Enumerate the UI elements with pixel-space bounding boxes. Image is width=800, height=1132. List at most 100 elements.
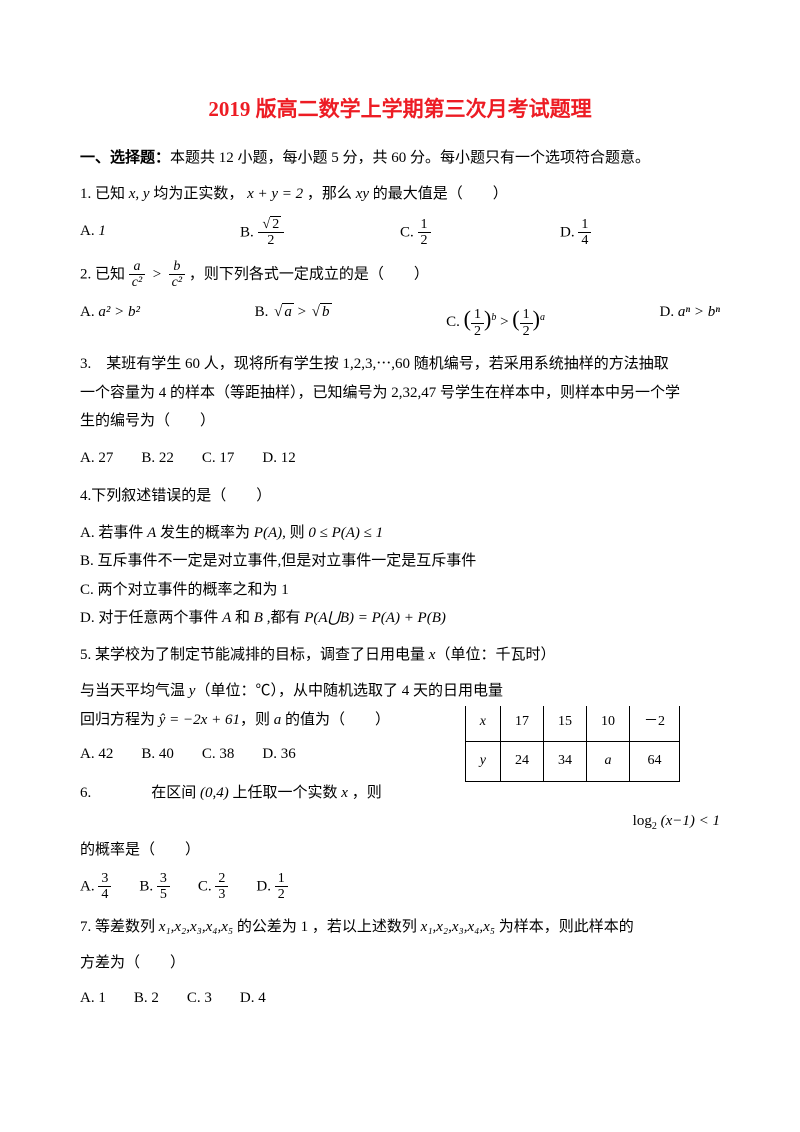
q4-opt-b: B. 互斥事件不一定是对立事件,但是对立事件一定是互斥事件 [80, 547, 720, 576]
q1-stem-b: 均为正实数， [153, 186, 243, 202]
q6-cd: 3 [215, 887, 228, 902]
question-5-l1: 5. 某学校为了制定节能减排的目标，调查了日用电量 x（单位：千瓦时） [80, 641, 720, 670]
q6-c: ，则 [348, 785, 382, 801]
q4-opt-a: A. 若事件 A 发生的概率为 P(A), 则 0 ≤ P(A) ≤ 1 [80, 519, 720, 548]
page-title: 2019 版高二数学上学期第三次月考试题理 [80, 90, 720, 130]
question-5-l2: 与当天平均气温 y（单位：℃），从中随机选取了 4 天的日用电量 [80, 677, 720, 706]
q1-opt-d: D. 14 [560, 217, 720, 249]
q7-d-val: 4 [258, 990, 266, 1006]
q3-opt-b: B. 22 [141, 444, 174, 473]
q3-opt-c: C. 17 [202, 444, 235, 473]
q6-log: log [633, 813, 652, 829]
q4-a-b: , 则 [282, 525, 308, 541]
q5-opt-b: B. 40 [141, 740, 174, 769]
q6-int: (0,4) [200, 785, 229, 801]
q1-c-num: 1 [418, 217, 431, 233]
section-label: 一、选择题： [80, 150, 170, 166]
q5-eq: ŷ = −2x + 61 [159, 712, 240, 728]
q6-ad: 4 [98, 887, 111, 902]
q2-ln: a [129, 259, 145, 275]
question-7-l2: 方差为（ ） [80, 949, 720, 978]
q1-stem-d: 的最大值是（ ） [373, 186, 508, 202]
q6-dn: 1 [275, 871, 288, 887]
q6-b: 上任取一个实数 [229, 785, 342, 801]
cell: x [465, 706, 500, 742]
q4-d-B: B [254, 610, 263, 626]
q4-a-ev: A [147, 525, 156, 541]
q2-opt-d: D. aⁿ > bⁿ [660, 298, 720, 340]
q2-ld: c² [129, 275, 145, 290]
q1-stem-c: ，那么 [307, 186, 352, 202]
q1-eq: x + y = 2 [247, 186, 303, 202]
q7-c-val: 3 [204, 990, 212, 1006]
q5-d-val: 36 [281, 746, 296, 762]
q4-opt-c: C. 两个对立事件的概率之和为 1 [80, 576, 720, 605]
section-heading: 一、选择题：本题共 12 小题，每小题 5 分，共 60 分。每小题只有一个选项… [80, 144, 720, 173]
q6-bn: 3 [157, 871, 170, 887]
q4-a-a: A. 若事件 [80, 525, 147, 541]
q5-l3a: 回归方程为 [80, 712, 159, 728]
q2-stem-a: 2. 已知 [80, 266, 125, 282]
q5-c-val: 38 [219, 746, 234, 762]
q7-seq: x₁,x₂,x₃,x₄,x₅ [159, 919, 233, 935]
q5-opt-c: C. 38 [202, 740, 235, 769]
q7-opt-b: B. 2 [134, 984, 159, 1013]
q5-options: A. 42 B. 40 C. 38 D. 36 [80, 740, 453, 769]
q1-opt-b: B. 22 [240, 217, 400, 249]
q1-a-val: 1 [98, 223, 106, 239]
q1-opt-a: A. 1 [80, 217, 240, 249]
q6-options: A. 34 B. 35 C. 23 D. 12 [80, 871, 720, 903]
q2-b-r: b [320, 303, 332, 320]
question-2: 2. 已知 ac² > bc² ，则下列各式一定成立的是（ ） [80, 259, 720, 291]
q7-seq2: x₁,x₂,x₃,x₄,x₅ [421, 919, 495, 935]
q5-opt-d: D. 36 [262, 740, 295, 769]
q2-stem-b: ，则下列各式一定成立的是（ ） [189, 266, 429, 282]
question-4: 4.下列叙述错误的是（ ） [80, 482, 720, 511]
q6-bd: 5 [157, 887, 170, 902]
q4-d-A: A [222, 610, 231, 626]
q1-d-den: 4 [578, 233, 591, 248]
q6-x: x [341, 785, 348, 801]
cell: 34 [544, 742, 587, 782]
q5-l2a: 与当天平均气温 [80, 683, 189, 699]
q4-opt-d: D. 对于任意两个事件 A 和 B ,都有 P(A⋃B) = P(A) + P(… [80, 604, 720, 633]
q1-c-den: 2 [418, 233, 431, 248]
q5-l2b: （单位：℃），从中随机选取了 4 天的日用电量 [195, 683, 503, 699]
q4-d-eq: P(A⋃B) = P(A) + P(B) [304, 610, 446, 626]
cell: 17 [501, 706, 544, 742]
q6-sub: 2 [652, 821, 657, 832]
cell: 24 [501, 742, 544, 782]
q3-b: 22 [159, 450, 174, 466]
cell: 10 [587, 706, 630, 742]
cell: a [587, 742, 630, 782]
q4-a-mid: 发生的概率为 [156, 525, 254, 541]
q4-d-a: D. 对于任意两个事件 [80, 610, 222, 626]
q2-c-r: a [540, 312, 545, 323]
q6-an: 3 [98, 871, 111, 887]
q5-opt-a: A. 42 [80, 740, 113, 769]
q6-tail: log2 (x−1) < 1 [633, 807, 720, 836]
q6-cn: 2 [215, 871, 228, 887]
table-row: y 24 34 a 64 [465, 742, 679, 782]
q3-opt-a: A. 27 [80, 444, 113, 473]
q3-opt-d: D. 12 [262, 444, 295, 473]
q3-line2: 一个容量为 4 的样本（等距抽样），已知编号为 2,32,47 号学生在样本中，… [80, 379, 720, 408]
q2-a-val: a² > b² [98, 304, 140, 320]
q6-a: 6. 在区间 [80, 785, 200, 801]
section-desc: 本题共 12 小题，每小题 5 分，共 60 分。每小题只有一个选项符合题意。 [170, 150, 650, 166]
q6-dd: 2 [275, 887, 288, 902]
q7-a: 7. 等差数列 [80, 919, 159, 935]
q3-options: A. 27 B. 22 C. 17 D. 12 [80, 444, 720, 473]
q5-data-table: x 17 15 10 －2 y 24 34 a 64 [465, 706, 680, 782]
question-3: 3. 某班有学生 60 人，现将所有学生按 1,2,3,⋯,60 随机编号，若采… [80, 350, 720, 436]
q7-opt-c: C. 3 [187, 984, 212, 1013]
q6-opt-a: A. 34 [80, 871, 111, 903]
question-6-l1: 6. 在区间 (0,4) 上任取一个实数 x ，则 log2 (x−1) < 1 [80, 779, 720, 808]
q1-options: A. 1 B. 22 C. 12 D. 14 [80, 217, 720, 249]
q5-l1a: 5. 某学校为了制定节能减排的目标，调查了日用电量 [80, 647, 429, 663]
cell: y [465, 742, 500, 782]
cell: 15 [544, 706, 587, 742]
cell: －2 [630, 706, 680, 742]
q5-l3b: ，则 [240, 712, 274, 728]
q4-d-b: ,都有 [263, 610, 304, 626]
